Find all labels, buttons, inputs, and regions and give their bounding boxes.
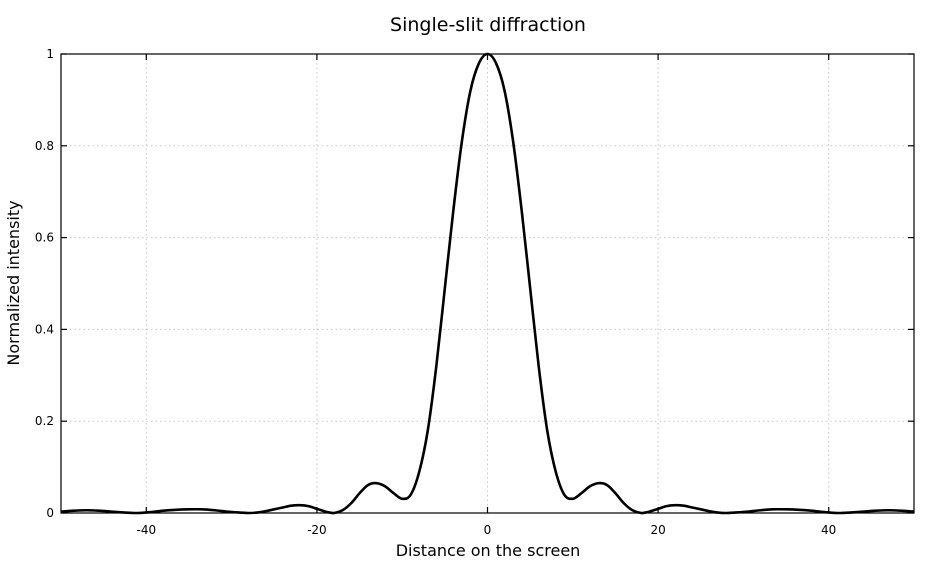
grid [61, 54, 914, 513]
x-tick-label: -40 [136, 523, 156, 537]
axis-ticks: -40 -20 0 20 40 0 0.2 0.4 0.6 0.8 1 [35, 47, 914, 537]
y-tick-label: 0.8 [35, 139, 54, 153]
y-tick-label: 0.2 [35, 414, 54, 428]
x-tick-label: 0 [484, 523, 492, 537]
y-tick-label: 1 [46, 47, 54, 61]
x-axis-label: Distance on the screen [396, 541, 581, 560]
intensity-series-line [60, 52, 915, 515]
y-axis-label: Normalized intensity [4, 200, 23, 365]
x-tick-label: 20 [650, 523, 665, 537]
x-tick-label: 40 [821, 523, 836, 537]
y-tick-label: 0.4 [35, 322, 54, 336]
y-tick-label: 0 [46, 506, 54, 520]
series-group [60, 52, 915, 515]
chart-title: Single-slit diffraction [390, 14, 586, 36]
x-tick-label: -20 [307, 523, 327, 537]
y-tick-label: 0.6 [35, 231, 54, 245]
